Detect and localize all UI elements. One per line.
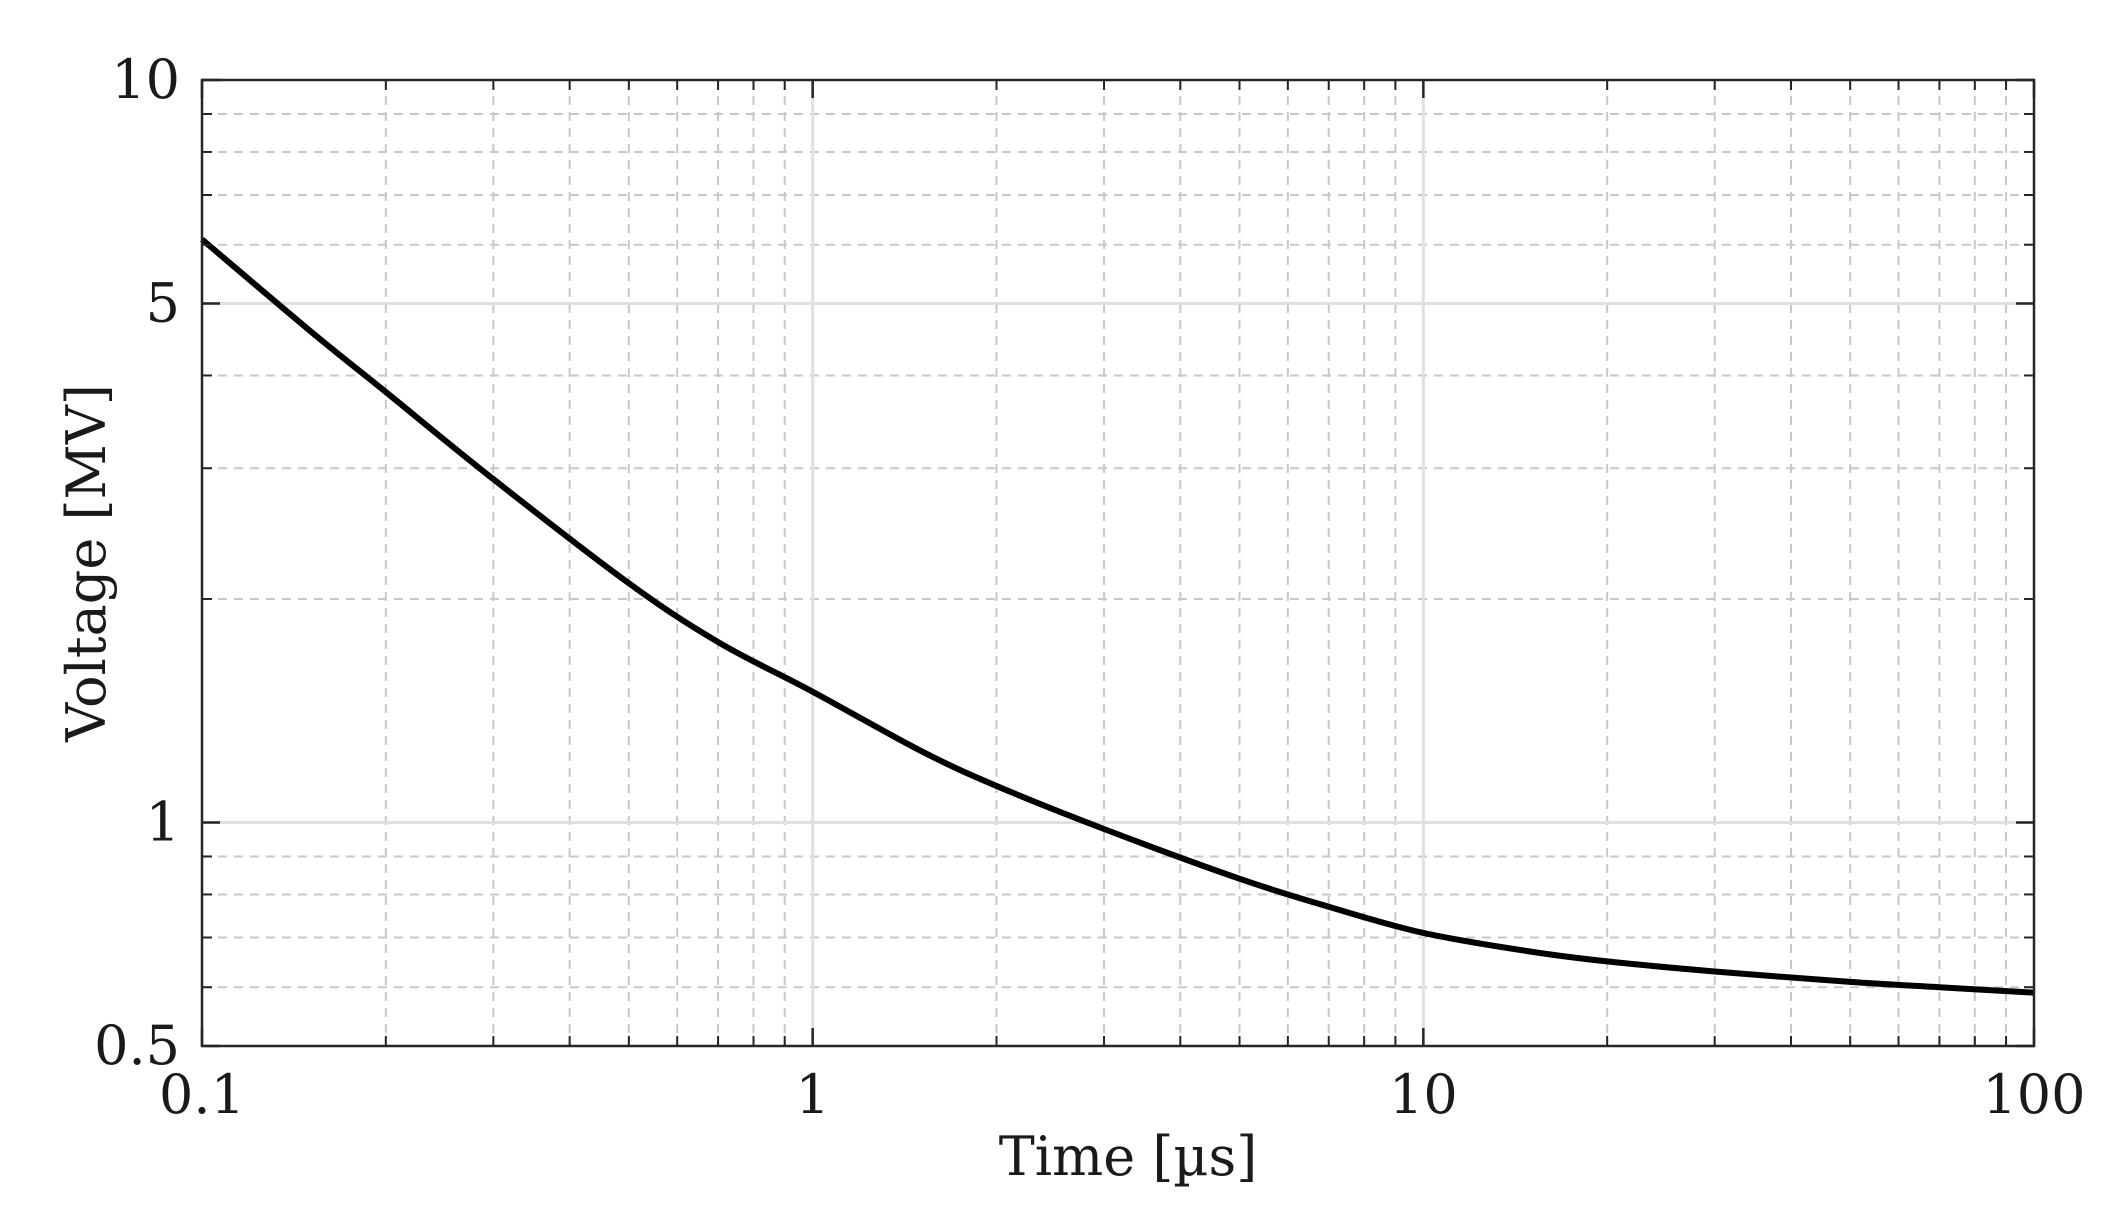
x-axis-label: Time [µs] <box>999 1125 1258 1188</box>
x-tick-labels: 0.1 1 10 100 <box>159 1063 2085 1126</box>
y-tick-labels: 0.5 1 5 10 <box>94 48 180 1077</box>
major-grid <box>202 80 2034 1046</box>
y-tick-label: 0.5 <box>94 1014 180 1077</box>
x-tick-label: 0.1 <box>159 1063 245 1126</box>
series-line <box>200 237 2035 996</box>
x-tick-label: 100 <box>1982 1063 2085 1126</box>
y-axis-label: Voltage [MV] <box>55 384 118 743</box>
series-layer <box>200 237 2035 996</box>
y-tick-label: 1 <box>146 790 180 853</box>
minor-grid <box>202 80 2034 1046</box>
y-tick-label: 5 <box>146 272 180 335</box>
plot-frame <box>200 78 2036 1048</box>
x-tick-label: 1 <box>795 1063 829 1126</box>
y-tick-label: 10 <box>111 48 180 111</box>
plot-area <box>202 80 2034 1046</box>
x-tick-label: 10 <box>1389 1063 1458 1126</box>
axis-ticks <box>200 78 2036 1048</box>
